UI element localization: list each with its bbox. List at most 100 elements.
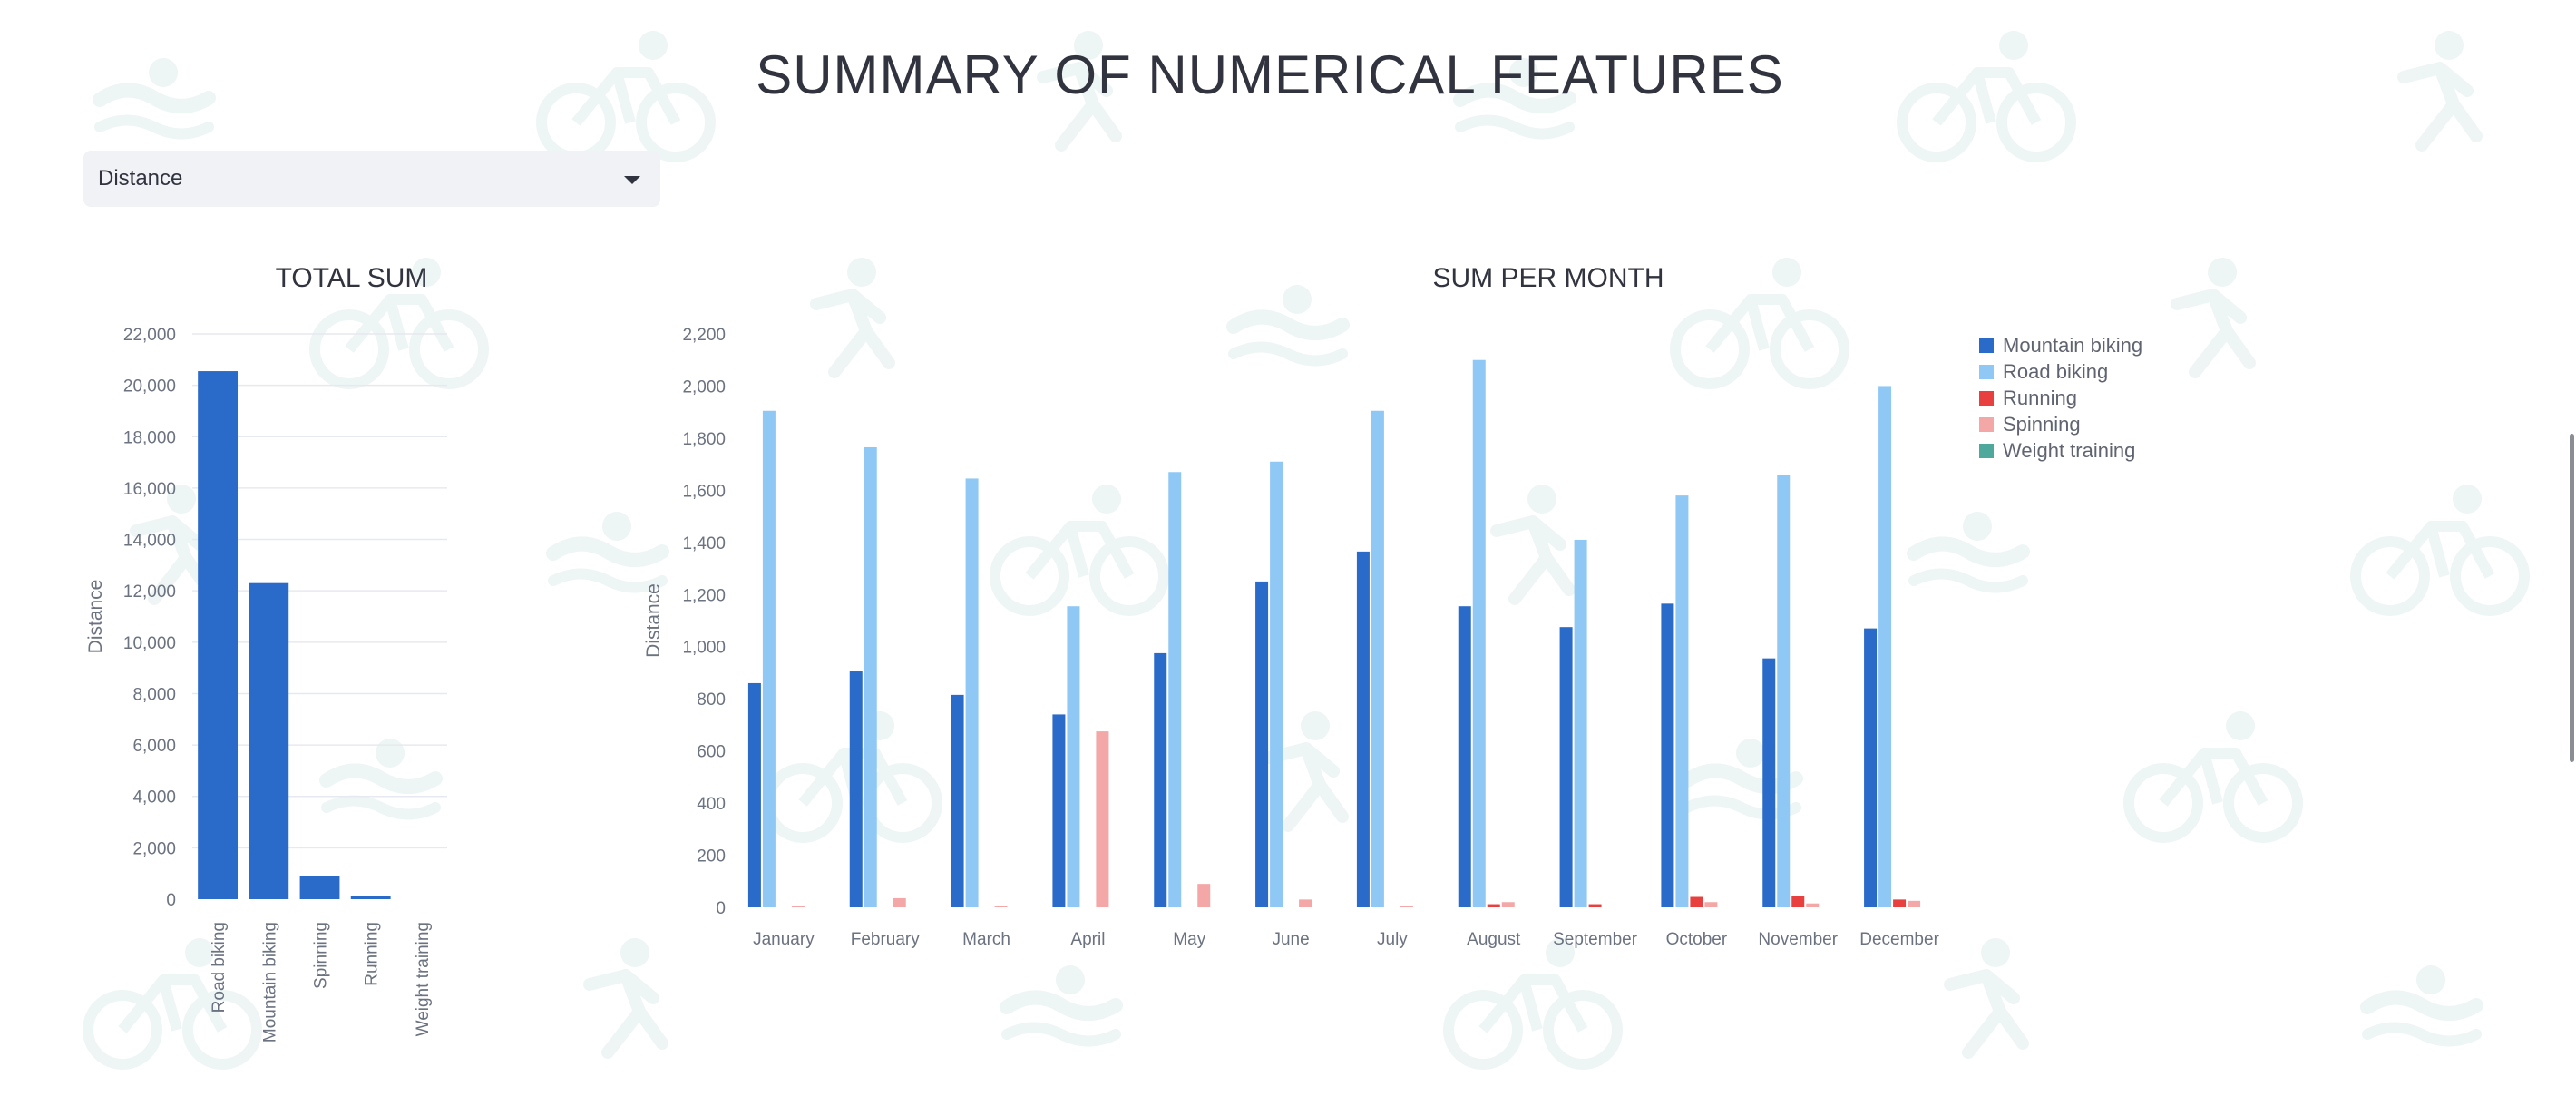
bar-spinning-may[interactable] [1197, 884, 1211, 907]
x-tick-label: Weight training [414, 922, 433, 1036]
bar-road-biking-august[interactable] [1472, 359, 1486, 907]
legend-item-road-biking[interactable]: Road biking [1979, 360, 2108, 383]
x-tick-label: Spinning [312, 922, 331, 989]
bar-mountain-biking-january[interactable] [747, 682, 761, 907]
y-tick-label: 0 [166, 891, 176, 910]
legend-label: Road biking [2003, 360, 2108, 383]
runner-icon [1037, 31, 1122, 152]
y-tick-label: 2,000 [682, 377, 726, 396]
scrollbar-thumb[interactable] [2570, 434, 2574, 762]
bar-running-december[interactable] [1893, 899, 1907, 907]
x-tick-label: November [1758, 930, 1838, 949]
x-tick-label: September [1553, 930, 1638, 949]
y-tick-label: 2,000 [132, 839, 176, 858]
cyclist-icon [2350, 485, 2530, 616]
bar-spinning-june[interactable] [1299, 899, 1312, 907]
bar-spinning-march[interactable] [994, 906, 1008, 907]
bar-mountain-biking-february[interactable] [849, 671, 863, 907]
bar-spinning[interactable] [299, 876, 340, 899]
bar-spinning-november[interactable] [1806, 903, 1820, 907]
runner-icon [1490, 485, 1576, 605]
y-tick-label: 22,000 [123, 326, 176, 345]
bar-road-biking-may[interactable] [1168, 472, 1182, 907]
bar-mountain-biking[interactable] [249, 582, 289, 899]
bar-road-biking-october[interactable] [1675, 495, 1689, 907]
bar-spinning-december[interactable] [1908, 900, 1921, 907]
x-tick-label: February [851, 930, 921, 949]
bar-road-biking-september[interactable] [1574, 539, 1587, 907]
y-tick-label: 2,200 [682, 326, 726, 345]
bar-mountain-biking-august[interactable] [1458, 606, 1471, 907]
bar-running-november[interactable] [1791, 896, 1805, 907]
legend-label: Spinning [2003, 413, 2081, 436]
cyclist-icon [1670, 258, 1849, 389]
runner-icon [1264, 711, 1349, 832]
y-tick-label: 8,000 [132, 685, 176, 704]
bar-mountain-biking-july[interactable] [1356, 551, 1370, 907]
bar-spinning-october[interactable] [1704, 902, 1718, 907]
y-tick-label: 1,000 [682, 639, 726, 658]
swimmer-icon [1226, 285, 1350, 367]
bar-mountain-biking-april[interactable] [1052, 714, 1066, 907]
swimmer-icon [1000, 965, 1123, 1047]
bar-mountain-biking-december[interactable] [1864, 628, 1878, 907]
bar-running[interactable] [350, 896, 391, 899]
y-tick-label: 1,600 [682, 482, 726, 501]
x-tick-label: October [1666, 930, 1728, 949]
bar-mountain-biking-june[interactable] [1255, 581, 1269, 907]
legend: Mountain biking Road biking Running Spinnin… [1979, 334, 2142, 462]
bar-road-biking-january[interactable] [762, 410, 776, 907]
legend-item-spinning[interactable]: Spinning [1979, 413, 2081, 436]
cyclist-icon [990, 485, 1169, 616]
bar-road-biking-november[interactable] [1777, 475, 1791, 907]
bar-spinning-april[interactable] [1096, 731, 1109, 907]
cyclist-icon [1443, 938, 1623, 1070]
bar-spinning-july[interactable] [1400, 906, 1413, 907]
swimmer-icon [546, 512, 669, 593]
bar-road-biking-december[interactable] [1878, 386, 1892, 907]
bar-running-september[interactable] [1588, 904, 1602, 907]
swimmer-icon [93, 58, 216, 140]
caret-down-icon[interactable] [624, 176, 640, 184]
bar-mountain-biking-september[interactable] [1559, 627, 1573, 907]
metric-select-value: Distance [98, 166, 183, 191]
legend-swatch [1979, 417, 1994, 432]
total-sum-chart: TOTAL SUM 0 2,000 4,000 6,000 8,000 10,000 12,0… [85, 263, 447, 1043]
cyclist-icon [83, 938, 262, 1070]
x-tick-label: July [1377, 930, 1408, 949]
runner-icon [2397, 31, 2483, 152]
cyclist-icon [536, 31, 716, 162]
bar-spinning-august[interactable] [1501, 902, 1515, 907]
legend-label: Weight training [2003, 439, 2135, 462]
y-tick-label: 20,000 [123, 377, 176, 396]
bar-road-biking-march[interactable] [965, 478, 979, 907]
bar-road-biking-july[interactable] [1371, 410, 1384, 907]
legend-label: Mountain biking [2003, 334, 2142, 357]
cyclist-icon [1897, 31, 2076, 162]
bar-road-biking-june[interactable] [1270, 461, 1283, 907]
y-tick-label: 1,400 [682, 534, 726, 553]
legend-item-mountain-biking[interactable]: Mountain biking [1979, 334, 2142, 357]
legend-item-weight-training[interactable]: Weight training [1979, 439, 2135, 462]
bar-mountain-biking-may[interactable] [1154, 652, 1167, 907]
swimmer-icon [319, 739, 443, 820]
bar-road-biking[interactable] [198, 371, 239, 899]
bar-road-biking-february[interactable] [864, 446, 877, 907]
bar-road-biking-april[interactable] [1067, 606, 1080, 907]
metric-select[interactable]: Distance [83, 151, 660, 207]
bar-spinning-january[interactable] [791, 906, 805, 907]
bar-mountain-biking-november[interactable] [1762, 658, 1776, 907]
y-tick-label: 4,000 [132, 788, 176, 808]
bar-mountain-biking-march[interactable] [951, 694, 964, 907]
bar-mountain-biking-october[interactable] [1661, 603, 1674, 907]
page-title: SUMMARY OF NUMERICAL FEATURES [756, 44, 1784, 105]
bar-spinning-february[interactable] [893, 897, 906, 907]
swimmer-icon [1453, 58, 1576, 140]
legend-item-running[interactable]: Running [1979, 387, 2077, 409]
x-tick-label: January [753, 930, 815, 949]
y-tick-label: 12,000 [123, 582, 176, 602]
bar-running-august[interactable] [1487, 904, 1500, 907]
bar-running-october[interactable] [1690, 896, 1703, 907]
